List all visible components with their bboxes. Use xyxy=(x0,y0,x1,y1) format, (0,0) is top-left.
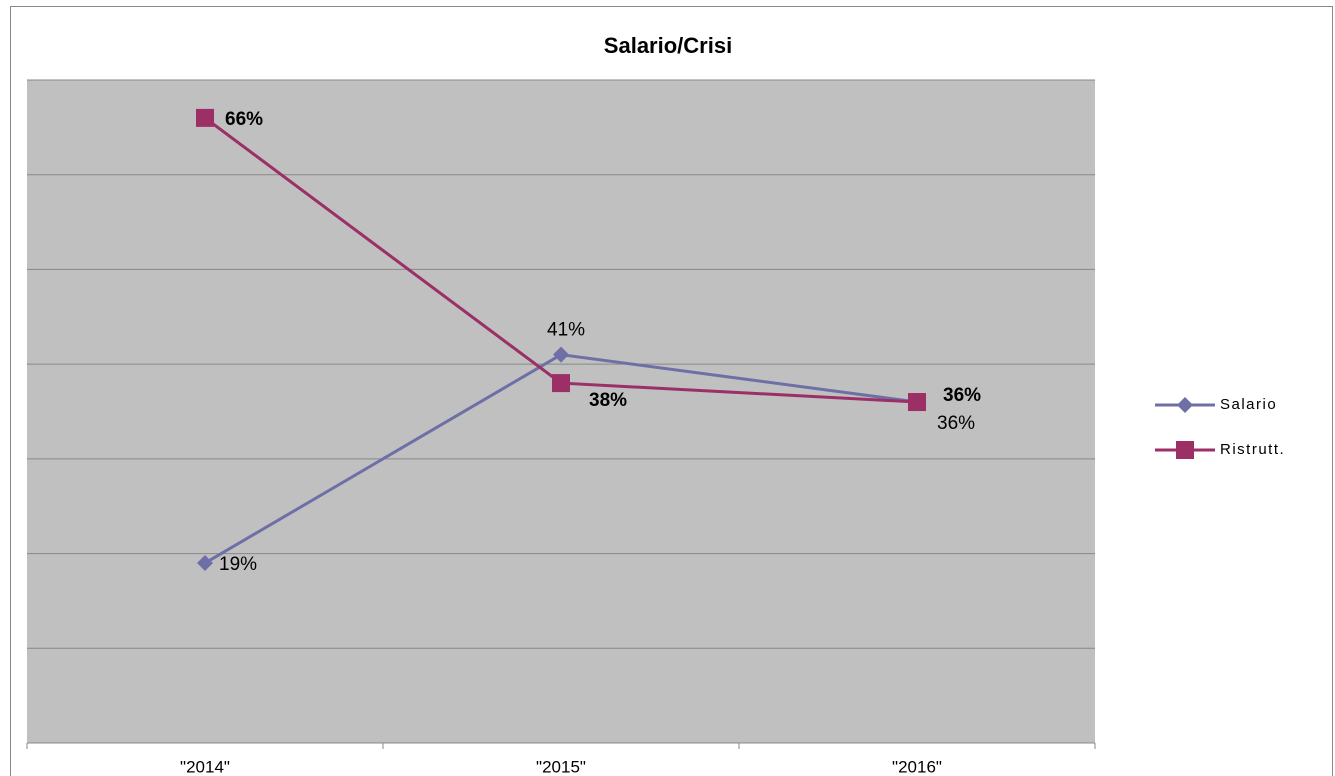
data-point xyxy=(552,374,570,393)
plot-area xyxy=(27,80,1095,743)
data-point xyxy=(908,393,926,412)
x-tick-label: "2015" xyxy=(536,757,586,776)
data-label: 41% xyxy=(547,320,585,341)
data-point xyxy=(196,108,214,127)
data-label: 36% xyxy=(943,385,981,406)
data-point xyxy=(197,555,213,572)
data-label: 38% xyxy=(589,390,627,411)
data-point xyxy=(553,346,569,363)
data-label: 66% xyxy=(225,109,263,130)
data-label: 19% xyxy=(219,554,257,575)
x-tick-label: "2014" xyxy=(180,757,230,776)
x-tick-label: "2016" xyxy=(892,757,942,776)
legend-marker xyxy=(1177,397,1193,413)
legend-label: Ristrutt. xyxy=(1220,441,1285,458)
legend-marker xyxy=(1176,441,1194,459)
legend-label: Salario xyxy=(1220,396,1277,413)
data-label: 36% xyxy=(937,413,975,434)
chart-title: Salario/Crisi xyxy=(604,33,732,58)
